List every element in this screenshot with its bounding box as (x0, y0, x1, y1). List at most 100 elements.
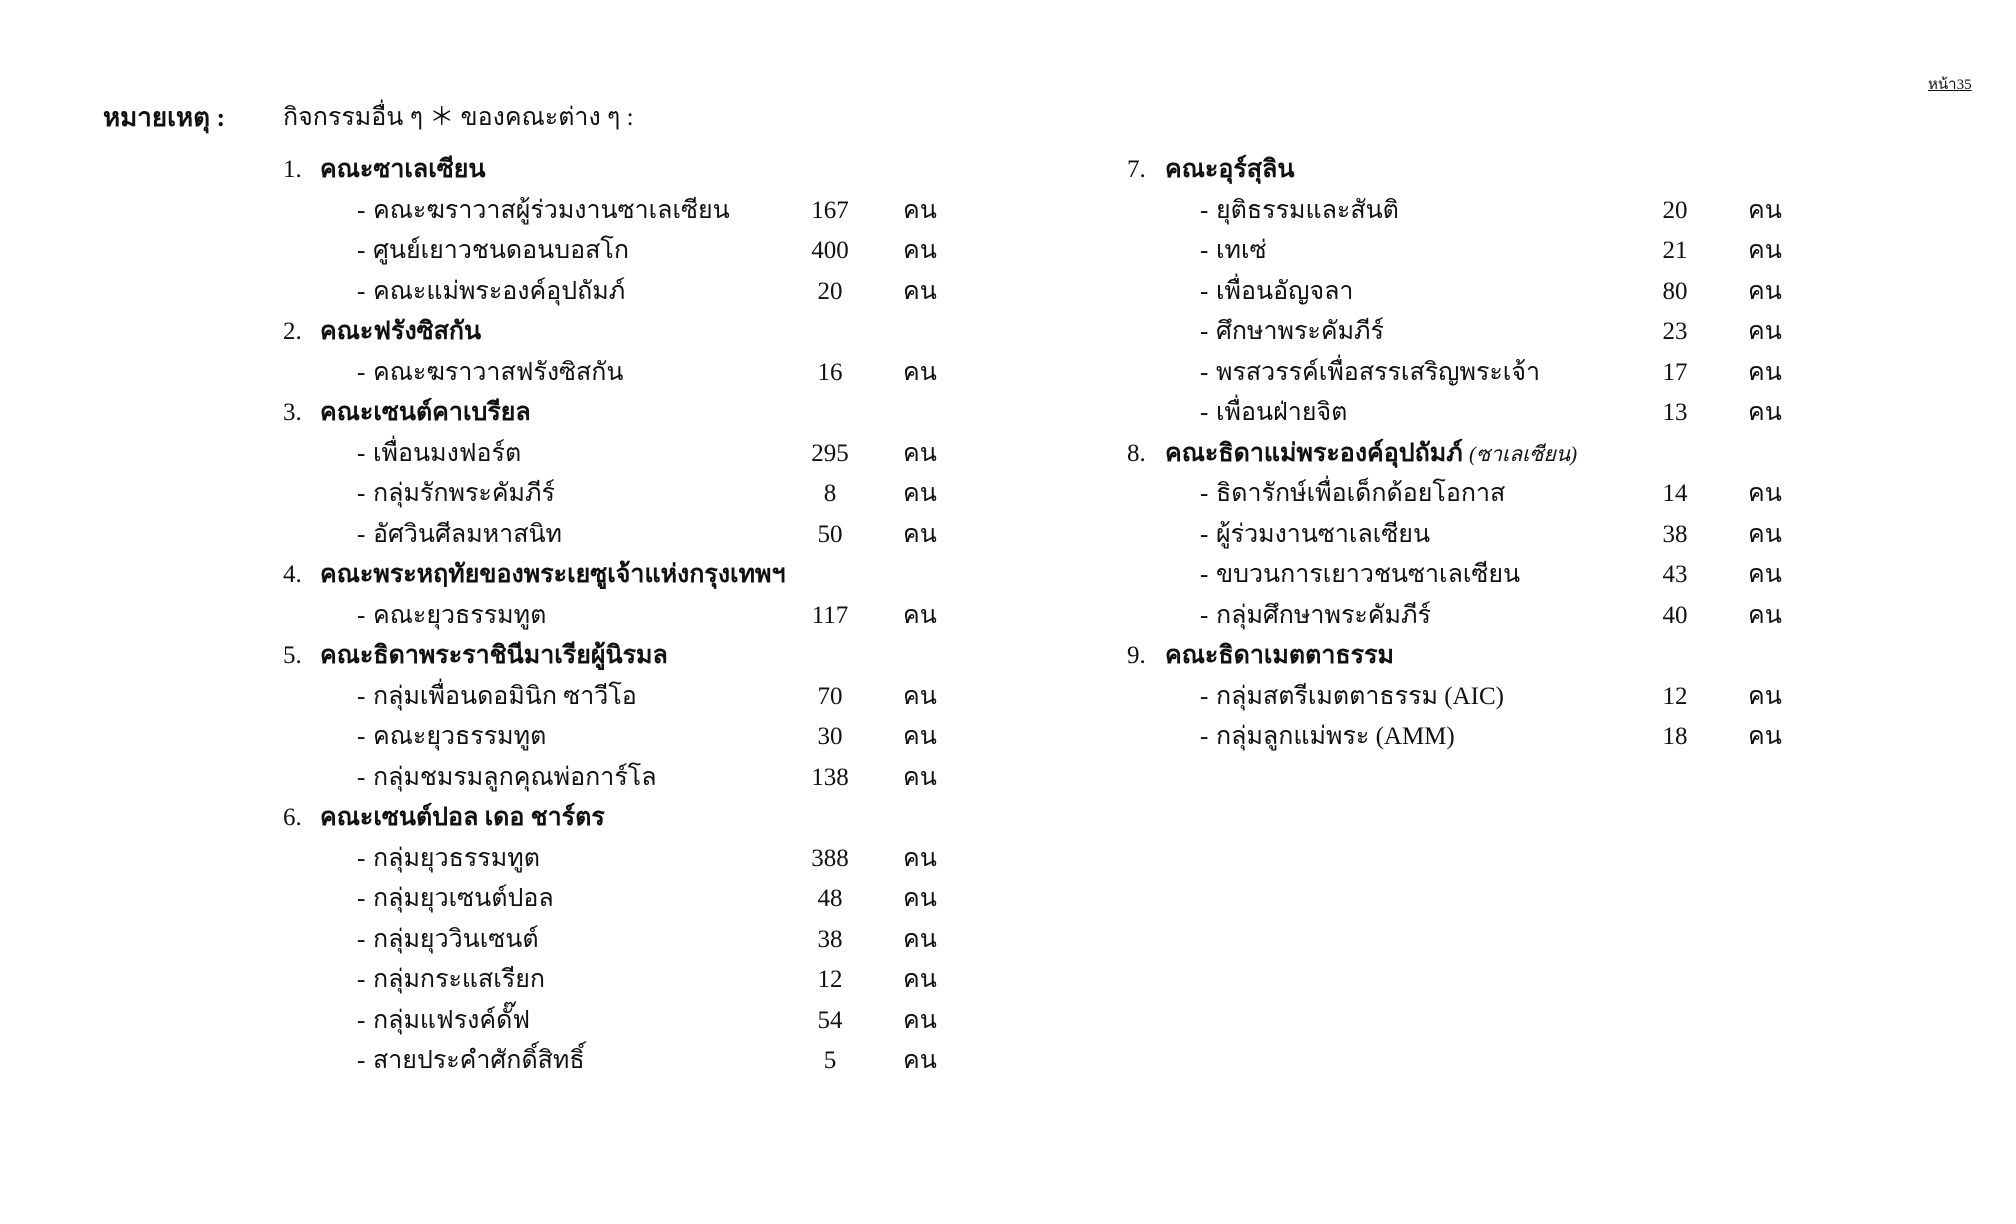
list-item-dash: - (1200, 399, 1209, 426)
list-item-unit: คน (903, 520, 937, 548)
note-label: หมายเหตุ : (103, 103, 226, 132)
list-item-count: 38 (817, 925, 843, 953)
list-item-dash: - (357, 1047, 366, 1074)
list-item-dash: - (1200, 682, 1209, 710)
list-item-dash: - (1200, 277, 1209, 305)
group-title-text: คณะธิดาแม่พระองค์อุปถัมภ์ (1165, 439, 1463, 467)
list-item-dash: - (357, 763, 366, 791)
group-title: คณะเซนต์คาเบรียล (320, 393, 531, 433)
group-title-text: คณะเซนต์คาเบรียล (320, 399, 531, 426)
list-item-dash: - (357, 601, 366, 629)
list-item-count: 295 (811, 439, 849, 467)
list-item-name: คณะฆราวาสผู้ร่วมงานซาเลเซียน (373, 196, 730, 224)
list-item-name: คณะยุวธรรมทูต (373, 601, 547, 629)
list-item-name: กลุ่มรักพระคัมภีร์ (373, 480, 555, 507)
group-title: คณะฟรังซิสกัน (320, 312, 481, 352)
list-item-name: กลุ่มชมรมลูกคุณพ่อการ์โล (373, 763, 657, 791)
list-item-dash: - (357, 277, 366, 305)
list-item-unit: คน (1748, 318, 1782, 345)
group-number: 3. (283, 399, 302, 426)
list-item-unit: คน (1748, 723, 1782, 750)
list-item-unit: คน (903, 277, 937, 305)
list-item-count: 48 (817, 885, 843, 912)
list-item-count: 5 (823, 1047, 837, 1074)
list-item-count: 80 (1662, 277, 1688, 305)
group-number: 9. (1127, 642, 1146, 669)
list-item-name: กลุ่มยุวเซนต์ปอล (373, 885, 554, 912)
group-title: คณะพระหฤทัยของพระเยซูเจ้าแห่งกรุงเทพฯ (320, 555, 786, 595)
list-item-dash: - (357, 237, 366, 264)
list-item-unit: คน (903, 925, 937, 953)
list-item-count: 16 (817, 358, 843, 386)
group-number: 7. (1127, 156, 1146, 183)
group-title: คณะอุร์สุลิน (1165, 150, 1294, 190)
list-item-dash: - (1200, 237, 1209, 264)
group-title-text: คณะซาเลเซียน (320, 156, 486, 183)
list-item-name: เพื่อนอัญจลา (1216, 277, 1354, 305)
list-item-name: กลุ่มแฟรงค์ดั๊ฟ (373, 1006, 531, 1034)
list-item-unit: คน (1748, 480, 1782, 507)
list-item-count: 40 (1662, 601, 1688, 629)
list-item-unit: คน (903, 480, 937, 507)
list-item-dash: - (1200, 561, 1209, 588)
list-item-count: 54 (817, 1006, 843, 1034)
group-number: 6. (283, 804, 302, 831)
list-item-count: 50 (817, 520, 843, 548)
group-title-text: คณะธิดาเมตตาธรรม (1165, 642, 1395, 669)
list-item-name: พรสวรรค์เพื่อสรรเสริญพระเจ้า (1216, 358, 1541, 386)
list-item-count: 38 (1662, 520, 1688, 548)
list-item-name: เพื่อนฝ่ายจิต (1216, 399, 1348, 426)
list-item-count: 21 (1662, 237, 1688, 264)
list-item-dash: - (357, 844, 366, 872)
list-item-unit: คน (903, 196, 937, 224)
list-item-unit: คน (903, 1047, 937, 1074)
list-item-unit: คน (1748, 561, 1782, 588)
list-item-count: 167 (811, 196, 849, 224)
list-item-dash: - (1200, 520, 1209, 548)
group-subtitle: (ซาเลเซียน) (1468, 441, 1578, 466)
list-item-name: สายประคำศักดิ์สิทธิ์ (373, 1047, 585, 1074)
list-item-unit: คน (1748, 196, 1782, 224)
list-item-count: 400 (811, 237, 849, 264)
list-item-name: ศึกษาพระคัมภีร์ (1216, 318, 1384, 345)
group-title: คณะซาเลเซียน (320, 150, 485, 190)
list-item-dash: - (1200, 480, 1209, 507)
list-item-count: 43 (1662, 561, 1688, 588)
list-item-unit: คน (903, 682, 937, 710)
group-number: 5. (283, 642, 302, 669)
list-item-unit: คน (903, 601, 937, 629)
list-item-name: คณะแม่พระองค์อุปถัมภ์ (373, 277, 626, 305)
list-item-count: 20 (817, 277, 843, 305)
list-item-count: 70 (817, 682, 843, 710)
group-title-text: คณะพระหฤทัยของพระเยซูเจ้าแห่งกรุงเทพฯ (320, 561, 786, 588)
list-item-dash: - (357, 682, 366, 710)
list-item-unit: คน (1748, 399, 1782, 426)
list-item-name: เพื่อนมงฟอร์ต (373, 439, 522, 467)
list-item-unit: คน (903, 1006, 937, 1034)
list-item-dash: - (357, 358, 366, 386)
list-item-count: 12 (1662, 682, 1688, 710)
list-item-dash: - (1200, 196, 1209, 224)
list-item-dash: - (1200, 723, 1209, 750)
list-item-name: เทเซ่ (1216, 237, 1267, 264)
list-item-dash: - (1200, 601, 1209, 629)
list-item-dash: - (357, 439, 366, 467)
list-item-dash: - (357, 925, 366, 953)
group-number: 1. (283, 156, 302, 183)
list-item-name: ขบวนการเยาวชนซาเลเซียน (1216, 561, 1521, 588)
note-text: กิจกรรมอื่น ๆ ＊ ของคณะต่าง ๆ : (283, 104, 634, 131)
list-item-name: อัศวินศีลมหาสนิท (373, 520, 563, 548)
list-item-unit: คน (1748, 277, 1782, 305)
list-item-name: กลุ่มศึกษาพระคัมภีร์ (1216, 601, 1431, 629)
list-item-count: 117 (811, 601, 849, 629)
list-item-name: ผู้ร่วมงานซาเลเซียน (1216, 520, 1431, 548)
list-item-count: 14 (1662, 480, 1688, 507)
list-item-name: กลุ่มกระแสเรียก (373, 966, 546, 993)
list-item-dash: - (1200, 358, 1209, 386)
page-number: หน้า35 (1928, 77, 1972, 93)
list-item-unit: คน (903, 844, 937, 872)
list-item-dash: - (357, 885, 366, 912)
list-item-count: 388 (811, 844, 849, 872)
list-item-count: 138 (811, 763, 849, 791)
list-item-name: คณะฆราวาสฟรังซิสกัน (373, 358, 624, 386)
